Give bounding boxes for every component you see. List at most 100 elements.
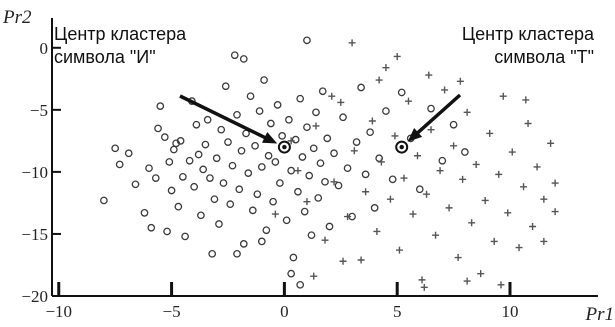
point-circle: [206, 174, 214, 182]
point-circle: [190, 182, 198, 191]
point-plus: [463, 108, 471, 116]
y-tick-label: 0: [40, 39, 49, 58]
point-circle: [269, 197, 277, 206]
point-circle: [296, 94, 305, 103]
point-circle: [303, 36, 311, 45]
point-plus: [495, 170, 503, 178]
point-plus: [357, 256, 365, 264]
point-plus: [508, 148, 516, 156]
point-plus: [533, 163, 541, 171]
point-circle: [244, 169, 253, 177]
point-circle: [314, 194, 323, 202]
point-circle: [289, 253, 298, 262]
point-circle: [217, 125, 226, 134]
point-plus: [393, 52, 401, 60]
point-plus: [271, 210, 279, 218]
point-circle: [156, 102, 165, 110]
point-circle: [303, 123, 311, 132]
x-axis-label: Pr1: [585, 304, 615, 325]
point-circle: [260, 76, 268, 84]
point-plus: [350, 147, 358, 155]
point-plus: [425, 71, 433, 79]
point-circle: [147, 223, 156, 232]
point-circle: [370, 204, 379, 212]
x-tick-label: 0: [280, 302, 289, 321]
y-tick-label: −10: [21, 163, 48, 182]
point-circle: [230, 51, 239, 60]
center-label-i: Центр кластера символа "И": [54, 24, 187, 67]
point-circle: [271, 158, 280, 166]
point-plus: [375, 76, 383, 84]
point-plus: [436, 167, 444, 175]
point-plus: [445, 204, 453, 212]
x-tick-label: −10: [45, 302, 72, 321]
y-axis-label: Pr2: [2, 7, 32, 28]
point-circle: [167, 186, 176, 195]
point-plus: [463, 277, 471, 285]
point-circle: [194, 150, 203, 159]
point-plus: [504, 209, 512, 217]
point-plus: [481, 196, 489, 204]
point-circle: [343, 164, 352, 173]
point-circle: [233, 249, 241, 258]
x-tick-label: −5: [163, 302, 181, 321]
point-circle: [382, 107, 390, 115]
point-circle: [257, 163, 266, 171]
point-circle: [124, 149, 133, 158]
point-circle: [219, 179, 228, 187]
point-circle: [427, 104, 435, 113]
point-plus: [423, 190, 431, 198]
point-plus: [373, 227, 381, 235]
point-circle: [287, 166, 296, 175]
point-plus: [362, 188, 370, 196]
point-plus: [515, 244, 523, 252]
point-circle: [330, 149, 338, 158]
point-circle: [154, 124, 162, 133]
point-plus: [294, 167, 302, 175]
point-circle: [262, 226, 271, 235]
point-circle: [449, 120, 458, 129]
point-circle: [248, 206, 257, 215]
point-plus: [303, 198, 311, 206]
point-plus: [486, 129, 494, 137]
y-tick-label: −5: [30, 101, 48, 120]
annotation-arrow-head: [261, 132, 278, 144]
point-circle: [111, 144, 120, 153]
point-circle: [151, 174, 160, 182]
point-circle: [366, 128, 374, 137]
point-circle: [239, 240, 248, 248]
point-circle: [352, 138, 361, 146]
point-circle: [318, 87, 327, 96]
point-plus: [551, 179, 559, 187]
point-circle: [339, 113, 347, 122]
point-circle: [291, 135, 300, 144]
point-plus: [454, 254, 462, 262]
point-plus: [432, 231, 440, 239]
point-circle: [438, 156, 447, 165]
point-circle: [415, 185, 424, 194]
point-circle: [294, 187, 302, 196]
point-circle: [212, 154, 221, 163]
point-circle: [321, 177, 329, 186]
point-plus: [459, 175, 467, 183]
point-circle: [282, 216, 291, 225]
point-circle: [334, 181, 343, 190]
point-circle: [305, 171, 314, 180]
point-circle: [172, 139, 180, 148]
point-circle: [169, 145, 178, 154]
point-circle: [203, 115, 212, 124]
annotation-arrow-line: [179, 94, 271, 142]
point-plus: [522, 96, 530, 104]
point-plus: [524, 119, 532, 127]
point-plus: [312, 122, 320, 130]
point-circle: [300, 207, 309, 216]
point-plus: [472, 160, 480, 168]
point-circle: [325, 222, 334, 231]
point-plus: [490, 237, 498, 245]
point-circle: [145, 164, 153, 173]
point-circle: [246, 92, 255, 101]
y-tick-label: −15: [21, 225, 48, 244]
point-plus: [441, 86, 449, 94]
point-plus: [520, 183, 528, 191]
